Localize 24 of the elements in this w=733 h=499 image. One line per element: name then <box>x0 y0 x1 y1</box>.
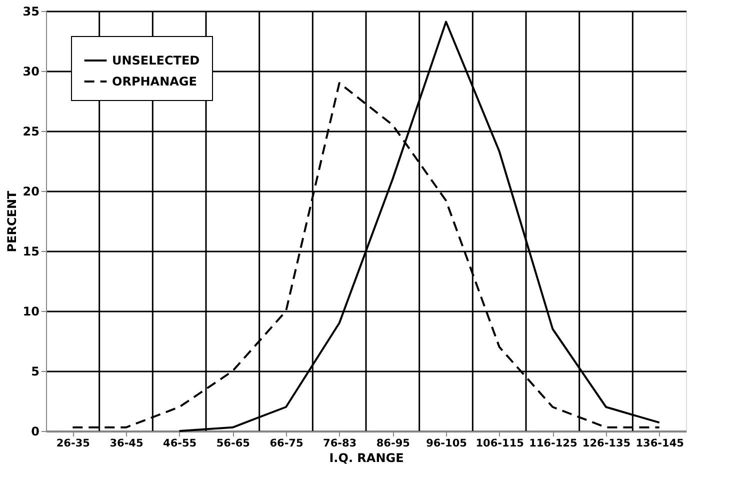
y-axis-title: PERCENT <box>4 190 19 252</box>
x-tick-label: 126-135 <box>582 438 631 450</box>
y-tick-label: 35 <box>22 4 40 18</box>
x-tick-label: 46-55 <box>163 438 197 450</box>
y-tick-label: 5 <box>31 364 40 378</box>
x-tick-label: 136-145 <box>636 438 684 450</box>
x-tick-label: 116-125 <box>529 438 578 450</box>
x-tick-label: 76-83 <box>323 438 357 450</box>
x-axis-title: I.Q. RANGE <box>329 451 404 465</box>
y-tick-label: 20 <box>22 184 40 198</box>
x-tick-label: 56-65 <box>216 438 250 450</box>
x-tick-label: 36-45 <box>110 438 144 450</box>
x-tick-label: 96-105 <box>426 438 467 450</box>
x-tick-label: 66-75 <box>270 438 304 450</box>
y-tick-label: 0 <box>31 424 40 438</box>
y-tick-label: 15 <box>22 244 40 258</box>
y-tick-label: 25 <box>22 124 40 138</box>
x-tick-label: 86-95 <box>376 438 410 450</box>
y-tick-label: 10 <box>22 304 40 318</box>
legend-label: UNSELECTED <box>112 54 200 68</box>
x-tick-label: 26-35 <box>56 438 90 450</box>
y-tick-label: 30 <box>22 64 40 78</box>
legend-label: ORPHANAGE <box>112 74 197 88</box>
x-tick-label: 106-115 <box>476 438 524 450</box>
